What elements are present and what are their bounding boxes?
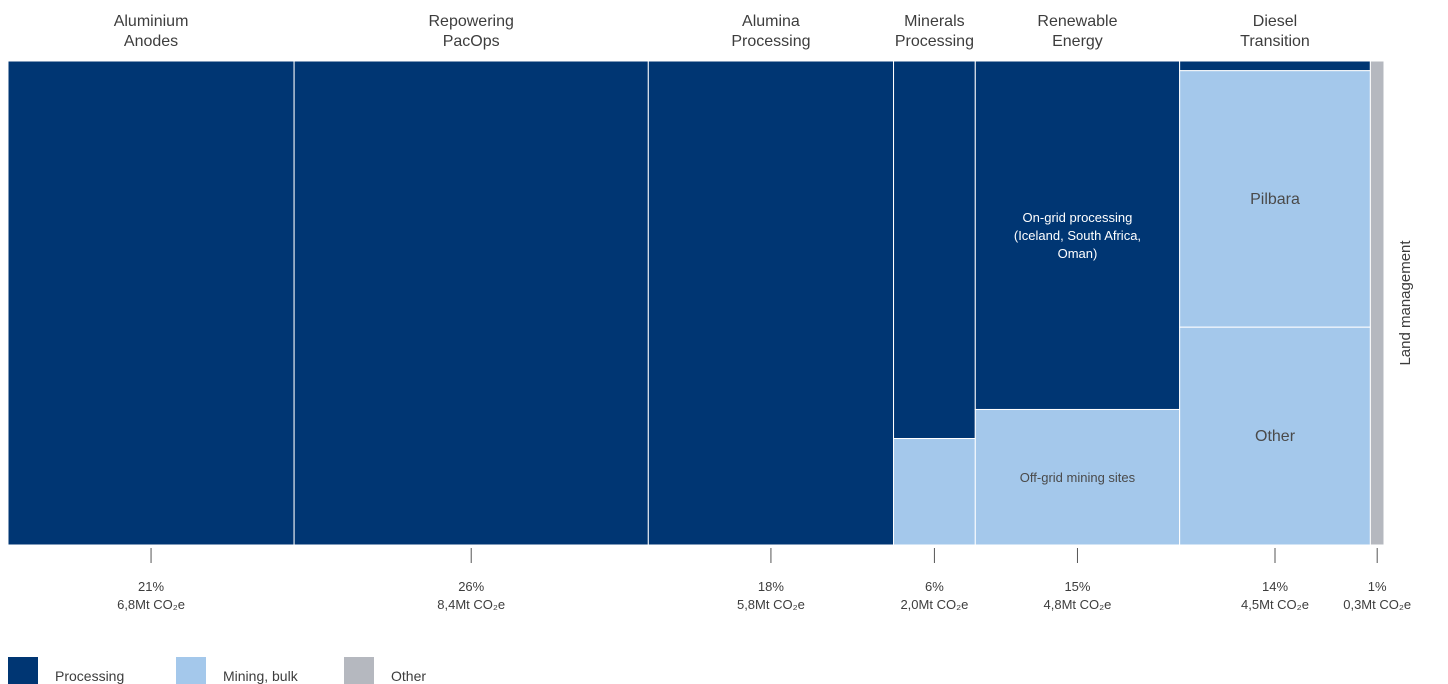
category-title-line: Repowering (429, 13, 514, 30)
category-title-alumina-processing: Alumina Processing (731, 13, 810, 50)
emissions-label-alumina-processing: 5,8Mt CO₂e (737, 597, 805, 612)
segment-minerals-processing-processing-0 (893, 60, 976, 440)
segment-diesel-transition-mining-bulk-2 (1179, 326, 1371, 546)
segment-land-management-other-0 (1369, 60, 1385, 546)
legend-label-mining-bulk: Mining, bulk (223, 668, 299, 684)
segment-renewable-energy-processing-0 (974, 60, 1181, 410)
share-label-minerals-processing: 6% (925, 579, 944, 594)
emissions-label-minerals-processing: 2,0Mt CO₂e (900, 597, 968, 612)
category-title-renewable-energy: Renewable Energy (1037, 13, 1117, 50)
share-label-renewable-energy: 15% (1064, 579, 1090, 594)
category-title-line: Minerals (904, 13, 964, 30)
category-title-line: Renewable (1037, 13, 1117, 30)
segment-label-renewable-energy-0: On-grid processing (Iceland, South Africa… (1014, 210, 1141, 261)
segment-label-line: (Iceland, South Africa, (1014, 228, 1141, 243)
emissions-label-diesel-transition: 4,5Mt CO₂e (1241, 597, 1309, 612)
segment-label-line: Off-grid mining sites (1020, 470, 1136, 485)
category-title-line: Processing (895, 33, 974, 50)
category-title-line: Anodes (124, 33, 178, 50)
share-label-alumina-processing: 18% (758, 579, 784, 594)
share-label-land-management: 1% (1368, 579, 1387, 594)
segment-repowering-pacops-processing-0 (293, 60, 649, 546)
segment-label-diesel-transition-1: Pilbara (1250, 191, 1300, 208)
share-label-diesel-transition: 14% (1262, 579, 1288, 594)
segment-diesel-transition-processing-0 (1179, 60, 1371, 72)
segment-minerals-processing-mining-bulk-1 (893, 438, 976, 546)
category-title-diesel-transition: Diesel Transition (1240, 13, 1310, 50)
segment-label-line: Pilbara (1250, 191, 1300, 208)
category-title-line: Processing (731, 33, 810, 50)
segment-label-renewable-energy-1: Off-grid mining sites (1020, 470, 1136, 485)
share-label-repowering-pacops: 26% (458, 579, 484, 594)
legend-swatch-mining-bulk (176, 657, 206, 684)
category-title-line: Aluminium (114, 13, 189, 30)
emissions-label-aluminium-anodes: 6,8Mt CO₂e (117, 597, 185, 612)
category-title-line: Alumina (742, 13, 800, 30)
emissions-label-renewable-energy: 4,8Mt CO₂e (1044, 597, 1112, 612)
legend-swatch-other (344, 657, 374, 684)
share-label-aluminium-anodes: 21% (138, 579, 164, 594)
category-title-line: Transition (1240, 33, 1310, 50)
segment-aluminium-anodes-processing-0 (7, 60, 295, 546)
legend-label-other: Other (391, 668, 426, 684)
segment-label-diesel-transition-2: Other (1255, 428, 1296, 445)
emissions-label-land-management: 0,3Mt CO₂e (1343, 597, 1411, 612)
category-title-aluminium-anodes: Aluminium Anodes (114, 13, 189, 50)
category-title-line: Energy (1052, 33, 1103, 50)
category-title-repowering-pacops: Repowering PacOps (429, 13, 514, 50)
category-title-minerals-processing: Minerals Processing (895, 13, 974, 50)
category-title-line: PacOps (443, 33, 500, 50)
legend-label-processing: Processing (55, 668, 124, 684)
category-title-line: Diesel (1253, 13, 1297, 30)
segment-label-line: Other (1255, 428, 1296, 445)
segment-label-line: On-grid processing (1023, 210, 1133, 225)
segment-alumina-processing-processing-0 (647, 60, 895, 546)
legend-swatch-processing (8, 657, 38, 684)
side-label-land-management: Land management (1397, 240, 1414, 366)
emissions-label-repowering-pacops: 8,4Mt CO₂e (437, 597, 505, 612)
segment-label-line: Oman) (1058, 246, 1098, 261)
segment-renewable-energy-mining-bulk-1 (974, 408, 1181, 546)
